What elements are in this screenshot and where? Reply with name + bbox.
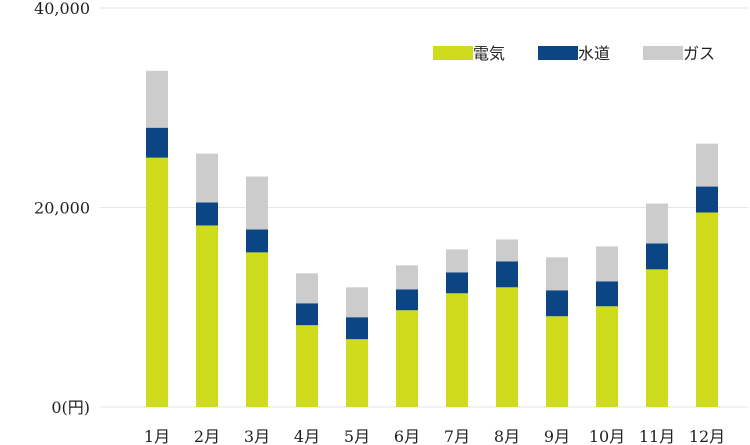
bar-segment (246, 252, 268, 407)
bar-segment (346, 287, 368, 318)
bar-segment (296, 303, 318, 326)
x-tick-label: 1月 (144, 427, 170, 445)
bar-segment (196, 225, 218, 407)
y-axis-ticks: 0(円) 20,000 40,000 (34, 0, 90, 417)
x-tick-label: 3月 (244, 427, 270, 445)
bar-segment (246, 176, 268, 230)
bar-segment (596, 246, 618, 282)
x-tick-label: 2月 (194, 427, 220, 445)
bar-segment (596, 281, 618, 307)
x-tick-label: 10月 (589, 427, 625, 445)
bar-segment (146, 127, 168, 158)
bar-segment (196, 202, 218, 226)
legend-swatch (433, 46, 473, 60)
bar-segment (446, 272, 468, 294)
bar-segment (646, 243, 668, 270)
bar-segment (246, 229, 268, 253)
bar-segment (446, 293, 468, 407)
bar-segment (696, 143, 718, 187)
bar-segment (346, 317, 368, 340)
x-tick-label: 8月 (494, 427, 520, 445)
bar-segment (146, 70, 168, 128)
bar-segment (496, 239, 518, 262)
bar-segment (196, 153, 218, 203)
bar-segment (446, 249, 468, 273)
legend-label: 電気 (473, 44, 505, 63)
x-tick-label: 11月 (639, 427, 675, 445)
bar-segment (496, 287, 518, 407)
bar-segment (596, 306, 618, 407)
bar-segment (146, 157, 168, 407)
legend-label: ガス (683, 44, 715, 63)
bar-segment (396, 310, 418, 407)
bar-segment (546, 316, 568, 407)
bar-segment (646, 203, 668, 244)
bar-segment (546, 290, 568, 317)
bar-segment (396, 289, 418, 311)
x-tick-label: 7月 (444, 427, 470, 445)
x-tick-label: 9月 (544, 427, 570, 445)
bar-segment (396, 265, 418, 290)
bar-segment (696, 212, 718, 407)
x-tick-label: 5月 (344, 427, 370, 445)
legend-swatch (538, 46, 578, 60)
x-tick-label: 12月 (689, 427, 725, 445)
x-tick-label: 6月 (394, 427, 420, 445)
legend-swatch (643, 46, 683, 60)
legend-label: 水道 (578, 44, 610, 63)
bar-segment (346, 339, 368, 407)
bar-segment (646, 269, 668, 407)
x-tick-label: 4月 (294, 427, 320, 445)
bar-segment (696, 186, 718, 213)
y-tick-label: 20,000 (34, 199, 90, 218)
x-axis-ticks: 1月 2月 3月 4月 5月 6月 7月 8月 9月 10月 11月 12月 (144, 427, 725, 445)
bars (146, 70, 718, 407)
y-tick-label: 40,000 (34, 0, 90, 18)
bar-segment (296, 325, 318, 407)
y-tick-label: 0(円) (51, 398, 90, 417)
legend: 電気 水道 ガス (433, 44, 715, 63)
bar-segment (546, 257, 568, 291)
bar-segment (296, 273, 318, 304)
bar-segment (496, 261, 518, 288)
